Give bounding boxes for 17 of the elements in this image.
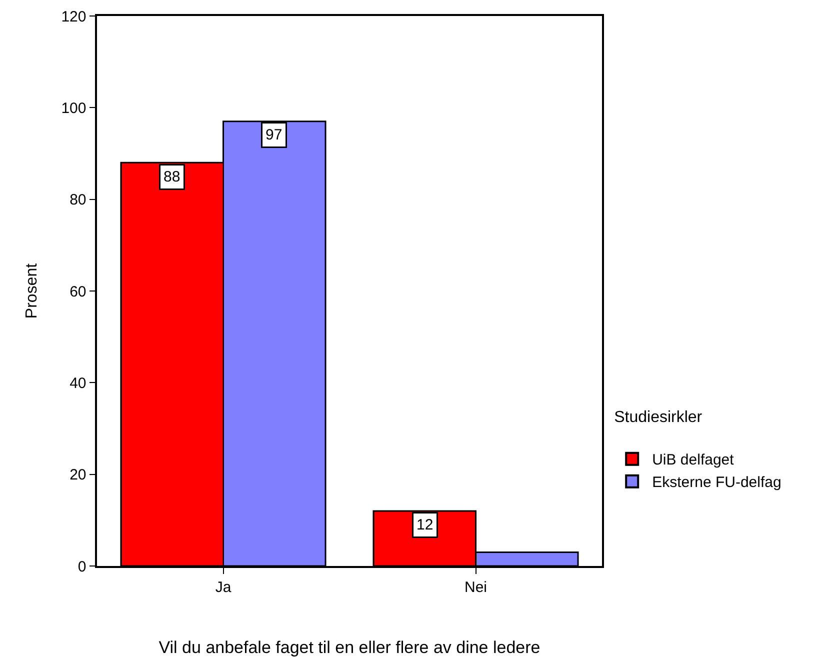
data-label: 88 — [164, 168, 180, 186]
y-tick-label: 20 — [70, 466, 86, 484]
y-tick-label: 0 — [78, 558, 86, 576]
y-tick-label: 100 — [61, 100, 86, 117]
x-axis-title: Vil du anbefale faget til en eller flere av dine ledere — [158, 638, 540, 657]
x-tick-label: Ja — [215, 578, 232, 596]
y-tick-label: 40 — [70, 374, 86, 392]
y-tick-label: 60 — [70, 283, 86, 300]
x-tick-label: Nei — [464, 578, 488, 596]
legend-title: Studiesirkler — [614, 408, 703, 426]
legend-label: Eksterne FU-delfag — [652, 474, 782, 492]
y-axis-title: Prosent — [24, 262, 41, 319]
y-tick-label: 120 — [61, 8, 86, 26]
data-label: 97 — [266, 126, 282, 144]
y-tick-label: 80 — [70, 192, 86, 209]
legend-label: UiB delfaget — [652, 452, 735, 469]
data-label: 12 — [416, 516, 434, 534]
